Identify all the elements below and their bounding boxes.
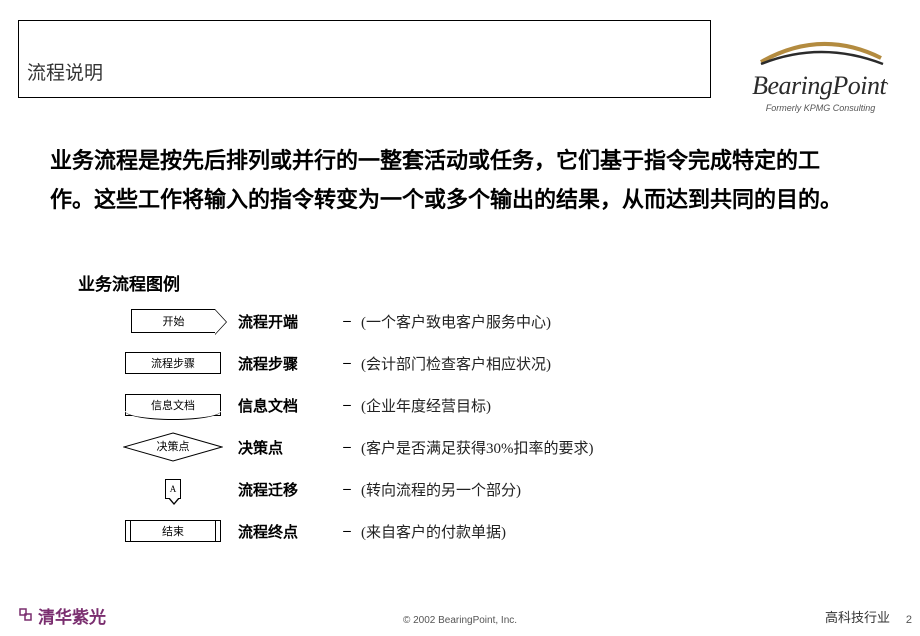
- logo-sub: Formerly KPMG Consulting: [733, 103, 908, 113]
- legend-desc: (企业年度经营目标): [361, 395, 491, 416]
- title-box: 流程说明: [18, 20, 711, 98]
- legend-desc: (转向流程的另一个部分): [361, 479, 521, 500]
- footer-right: 高科技行业: [825, 607, 890, 626]
- bearingpoint-logo: BearingPoint. Formerly KPMG Consulting: [733, 38, 908, 113]
- legend-row: 结束 流程终点 – (来自客户的付款单据): [108, 510, 808, 552]
- legend-dash: –: [333, 481, 361, 498]
- legend-desc: (一个客户致电客户服务中心): [361, 311, 551, 332]
- legend-label: 流程终点: [238, 521, 333, 542]
- legend-dash: –: [333, 397, 361, 414]
- footer-copyright: © 2002 BearingPoint, Inc.: [0, 615, 920, 626]
- logo-swoosh-icon: [751, 38, 891, 66]
- legend-label: 决策点: [238, 437, 333, 458]
- logo-name: BearingPoint.: [733, 71, 908, 101]
- legend-table: 开始 流程开端 – (一个客户致电客户服务中心) 流程步骤 流程步骤 – (会计…: [108, 300, 808, 552]
- legend-dash: –: [333, 313, 361, 330]
- legend-dash: –: [333, 523, 361, 540]
- legend-row: 信息文档 信息文档 – (企业年度经营目标): [108, 384, 808, 426]
- legend-row: A 流程迁移 – (转向流程的另一个部分): [108, 468, 808, 510]
- legend-label: 流程迁移: [238, 479, 333, 500]
- page-title: 流程说明: [27, 58, 103, 85]
- legend-row: 流程步骤 流程步骤 – (会计部门检查客户相应状况): [108, 342, 808, 384]
- legend-title: 业务流程图例: [78, 270, 180, 295]
- shape-diamond-icon: 决策点: [108, 432, 238, 462]
- legend-row: 开始 流程开端 – (一个客户致电客户服务中心): [108, 300, 808, 342]
- body-paragraph: 业务流程是按先后排列或并行的一整套活动或任务，它们基于指令完成特定的工作。这些工…: [50, 142, 860, 219]
- legend-desc: (来自客户的付款单据): [361, 521, 506, 542]
- legend-label: 信息文档: [238, 395, 333, 416]
- legend-desc: (客户是否满足获得30%扣率的要求): [361, 437, 594, 458]
- legend-row: 决策点 决策点 – (客户是否满足获得30%扣率的要求): [108, 426, 808, 468]
- shape-step-icon: 流程步骤: [108, 352, 238, 374]
- shape-doc-icon: 信息文档: [108, 394, 238, 416]
- legend-dash: –: [333, 439, 361, 456]
- footer-page-number: 2: [906, 614, 912, 626]
- legend-label: 流程开端: [238, 311, 333, 332]
- shape-start-icon: 开始: [108, 309, 238, 333]
- legend-label: 流程步骤: [238, 353, 333, 374]
- legend-dash: –: [333, 355, 361, 372]
- shape-end-icon: 结束: [108, 520, 238, 542]
- legend-desc: (会计部门检查客户相应状况): [361, 353, 551, 374]
- shape-trans-icon: A: [108, 479, 238, 499]
